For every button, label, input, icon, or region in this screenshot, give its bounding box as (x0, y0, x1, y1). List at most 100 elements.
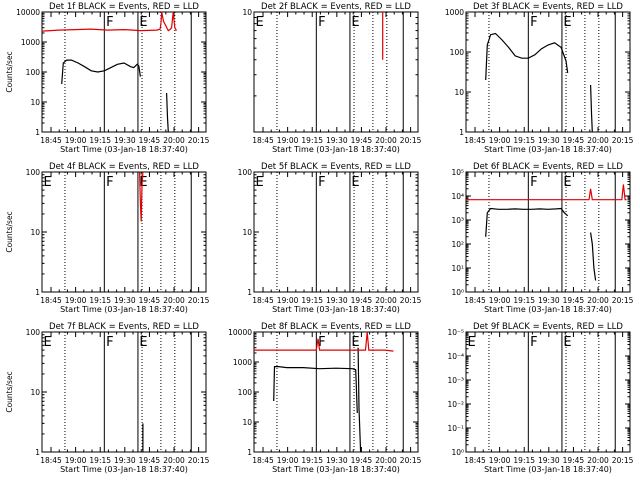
x-tick-label: 19:15 (301, 296, 323, 305)
x-axis-label: Start Time (03-Jan-18 18:37:40) (60, 145, 188, 154)
y-tick-label: 100 (26, 328, 41, 337)
events-series-line (590, 232, 597, 281)
panel-title: Det 3f BLACK = Events, RED = LLD (473, 2, 623, 12)
y-tick-label: 10 (30, 388, 40, 397)
x-tick-label: 19:30 (114, 136, 136, 145)
y-tick-label: 1 (35, 448, 40, 457)
event-letter-label: E (43, 175, 51, 190)
x-tick-label: 19:00 (65, 296, 87, 305)
x-tick-label: 18:45 (464, 136, 486, 145)
x-tick-label: 19:00 (489, 296, 511, 305)
x-tick-label: 18:45 (252, 136, 274, 145)
x-tick-label: 19:15 (301, 456, 323, 465)
x-tick-label: 19:00 (277, 456, 299, 465)
x-tick-label: 19:00 (277, 136, 299, 145)
x-tick-label: 19:45 (139, 296, 161, 305)
lld-series-line (254, 331, 394, 352)
panel-title: Det 4f BLACK = Events, RED = LLD (49, 162, 199, 172)
x-tick-label: 19:15 (89, 136, 111, 145)
event-letter-label: F (106, 175, 113, 190)
x-tick-label: 18:45 (40, 296, 62, 305)
x-tick-label: 19:15 (89, 296, 111, 305)
panel-title: Det 8f BLACK = Events, RED = LLD (261, 322, 411, 332)
y-tick-label: 10³ (451, 216, 464, 225)
x-tick-label: 19:00 (489, 456, 511, 465)
detector-panel-1: Det 1f BLACK = Events, RED = LLD F E 1 10 100… (5, 2, 210, 154)
y-tick-label: 100 (238, 388, 253, 397)
x-tick-label: 18:45 (464, 296, 486, 305)
events-series-line (273, 366, 358, 414)
x-axis-label: Start Time (03-Jan-18 18:37:40) (484, 305, 612, 314)
x-tick-label: 20:15 (188, 296, 210, 305)
y-tick-label: 10 (30, 98, 40, 107)
x-tick-label: 19:30 (114, 296, 136, 305)
event-letter-label: E (563, 335, 571, 350)
x-tick-label: 19:30 (326, 136, 348, 145)
x-tick-label: 19:30 (114, 456, 136, 465)
y-tick-label: 10⁴ (451, 192, 464, 201)
x-tick-label: 20:00 (375, 136, 397, 145)
event-letter-label: E (255, 15, 263, 30)
x-tick-label: 19:45 (563, 136, 585, 145)
y-tick-label: 10⁵ (451, 168, 464, 177)
x-tick-label: 20:15 (400, 296, 422, 305)
x-tick-label: 19:45 (139, 456, 161, 465)
events-series-line (485, 207, 569, 237)
event-letter-label: E (351, 175, 359, 190)
y-tick-label: 1 (247, 448, 252, 457)
x-axis-label: Start Time (03-Jan-18 18:37:40) (272, 305, 400, 314)
x-tick-label: 20:00 (587, 456, 609, 465)
detector-panel-8: Det 8f BLACK = Events, RED = LLD F E 1 10 100… (228, 322, 422, 474)
event-letter-label: F (530, 175, 537, 190)
x-tick-label: 20:15 (612, 296, 634, 305)
panel-title: Det 7f BLACK = Events, RED = LLD (49, 322, 199, 332)
x-tick-label: 20:00 (587, 296, 609, 305)
x-tick-label: 20:15 (612, 456, 634, 465)
lld-series-line (139, 171, 144, 222)
events-series-line (590, 84, 593, 133)
lld-series-line (41, 11, 178, 32)
panel-title: Det 9f BLACK = Events, RED = LLD (473, 322, 623, 332)
events-series-line (166, 92, 169, 133)
x-tick-label: 20:15 (400, 136, 422, 145)
y-tick-label: 100 (26, 68, 41, 77)
y-tick-label: 100 (26, 168, 41, 177)
event-letter-label: E (351, 15, 359, 30)
x-tick-label: 18:45 (252, 296, 274, 305)
y-tick-label: 10 (242, 8, 252, 17)
plot-frame (465, 11, 631, 133)
y-tick-label: 1 (35, 128, 40, 137)
x-tick-label: 19:15 (301, 136, 323, 145)
x-tick-label: 19:45 (351, 296, 373, 305)
x-tick-label: 19:00 (489, 136, 511, 145)
detector-panel-6: Det 6f BLACK = Events, RED = LLD F E 10⁰ 10¹… (451, 162, 633, 314)
y-tick-label: 10⁻¹ (447, 424, 464, 433)
y-tick-label: 10 (454, 88, 464, 97)
plot-frame (465, 331, 631, 453)
events-series-line (485, 32, 569, 81)
panel-title: Det 6f BLACK = Events, RED = LLD (473, 162, 623, 172)
detector-panel-4: Det 4f BLACK = Events, RED = LLD E F E 1 10 10… (5, 162, 210, 314)
y-axis-label: Counts/sec (5, 371, 14, 412)
x-tick-label: 20:00 (163, 136, 185, 145)
event-letter-label: E (351, 335, 359, 350)
x-axis-label: Start Time (03-Jan-18 18:37:40) (60, 465, 188, 474)
y-tick-label: 1 (35, 288, 40, 297)
x-tick-label: 18:45 (464, 456, 486, 465)
y-tick-label: 1 (247, 288, 252, 297)
y-tick-label: 10 (30, 228, 40, 237)
x-tick-label: 20:15 (400, 456, 422, 465)
y-tick-label: 10² (451, 240, 464, 249)
x-tick-label: 19:00 (277, 296, 299, 305)
x-tick-label: 20:15 (188, 456, 210, 465)
y-tick-label: 10 (242, 228, 252, 237)
y-tick-label: 10⁻⁴ (447, 352, 464, 361)
event-letter-label: E (139, 175, 147, 190)
events-series-line (357, 347, 362, 453)
x-axis-label: Start Time (03-Jan-18 18:37:40) (484, 145, 612, 154)
x-tick-label: 20:00 (587, 136, 609, 145)
event-letter-label: F (318, 335, 325, 350)
y-tick-label: 1000 (445, 8, 464, 17)
x-tick-label: 19:15 (513, 136, 535, 145)
